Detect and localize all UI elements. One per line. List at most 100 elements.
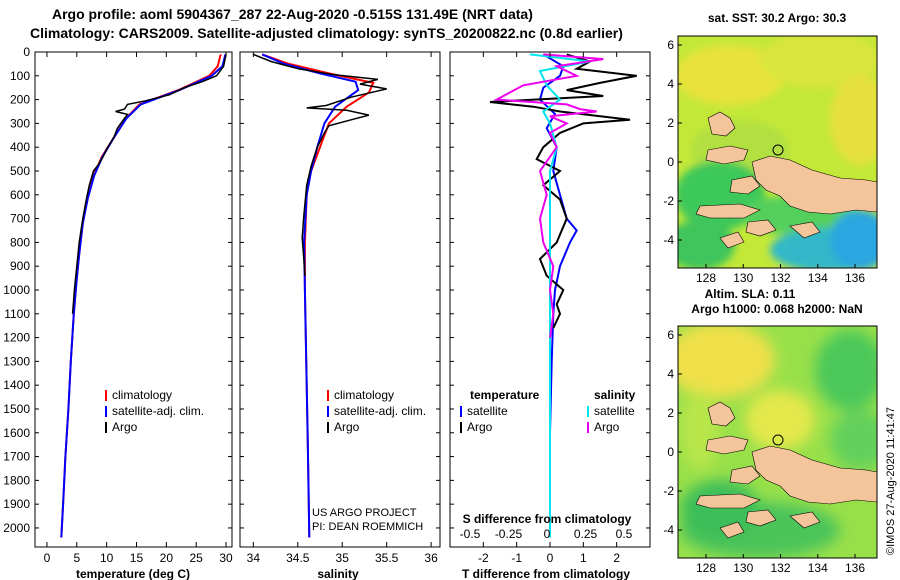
sla-map-title-line2: Argo h1000: 0.068 h2000: NaN bbox=[691, 302, 862, 316]
map-y-tick-label: 0 bbox=[667, 155, 674, 169]
map-y-tick-label: 2 bbox=[667, 116, 674, 130]
x-tick-label: 15 bbox=[130, 551, 144, 565]
legend-t-satellite-label: satellite bbox=[467, 404, 508, 418]
depth-axis: 0 100 200 300 400 500 600 700 800 900 1000 1100 1200… bbox=[3, 45, 30, 535]
s-difference-satellite-line bbox=[529, 53, 591, 538]
map-x-tick-label: 128 bbox=[696, 271, 716, 285]
difference-xlabel: T difference from climatology bbox=[462, 567, 630, 580]
map-x-tick-label: 130 bbox=[733, 561, 753, 575]
salinity-panel bbox=[239, 51, 441, 548]
legend-s-satellite-label: satellite bbox=[594, 404, 635, 418]
x-tick-label: 10 bbox=[100, 551, 114, 565]
map-x-tick-label: 128 bbox=[696, 561, 716, 575]
temperature-x-axis: 0 5 10 15 20 25 30 bbox=[35, 51, 233, 565]
difference-x-axis: -2 -1 0 1 2 bbox=[450, 51, 650, 565]
salinity-x-axis: 34 34.5 35 35.5 36 bbox=[240, 51, 440, 565]
x-tick-label: 34.5 bbox=[286, 551, 310, 565]
salinity-xlabel: salinity bbox=[317, 567, 359, 580]
s-difference-ticks: -0.5 -0.25 0 0.25 0.5 bbox=[460, 527, 633, 541]
legend-argo-label: Argo bbox=[334, 420, 360, 434]
s-difference-tick-label: -0.5 bbox=[460, 527, 481, 541]
t-difference-argo-line bbox=[489, 53, 637, 329]
temperature-xlabel: temperature (deg C) bbox=[76, 567, 190, 580]
map-y-tick-label: -4 bbox=[663, 233, 674, 247]
x-tick-label: 35 bbox=[336, 551, 350, 565]
depth-tick-label: 1600 bbox=[3, 426, 30, 440]
temperature-argo-line bbox=[71, 54, 227, 314]
depth-tick-label: 1800 bbox=[3, 473, 30, 487]
depth-tick-label: 800 bbox=[10, 235, 30, 249]
salinity-legend: climatology satellite-adj. clim. Argo bbox=[327, 388, 426, 434]
legend-climatology-label: climatology bbox=[112, 388, 172, 402]
map-x-tick-label: 132 bbox=[770, 561, 790, 575]
sst-map-axes: 128 130 132 134 136 6 4 2 0 -2 -4 bbox=[663, 38, 865, 285]
map-y-tick-label: -4 bbox=[663, 523, 674, 537]
depth-tick-label: 400 bbox=[10, 140, 30, 154]
depth-tick-label: 1200 bbox=[3, 331, 30, 345]
map-x-tick-label: 136 bbox=[845, 271, 865, 285]
x-tick-label: 0 bbox=[547, 551, 554, 565]
x-tick-label: -2 bbox=[478, 551, 489, 565]
map-x-tick-label: 130 bbox=[733, 271, 753, 285]
s-difference-axis-label: S difference from climatology bbox=[463, 512, 632, 526]
x-tick-label: 36 bbox=[424, 551, 438, 565]
legend-salinity-title: salinity bbox=[594, 388, 636, 402]
map-y-tick-label: 2 bbox=[667, 406, 674, 420]
s-difference-argo-line bbox=[493, 53, 604, 338]
s-difference-tick-label: 0 bbox=[544, 527, 551, 541]
salinity-lines bbox=[253, 53, 387, 538]
sla-map-title-line1: Altim. SLA: 0.11 bbox=[705, 287, 796, 301]
x-tick-label: 25 bbox=[190, 551, 204, 565]
map-x-tick-label: 136 bbox=[845, 561, 865, 575]
depth-tick-label: 100 bbox=[10, 69, 30, 83]
x-tick-label: -1 bbox=[511, 551, 522, 565]
argo-location-marker bbox=[772, 144, 784, 156]
x-tick-label: 30 bbox=[219, 551, 233, 565]
map-y-tick-label: -2 bbox=[663, 194, 674, 208]
depth-tick-label: 300 bbox=[10, 116, 30, 130]
temperature-legend: climatology satellite-adj. clim. Argo bbox=[105, 388, 204, 434]
depth-tick-label: 1000 bbox=[3, 283, 30, 297]
legend-s-argo-label: Argo bbox=[594, 420, 620, 434]
map-y-tick-label: 0 bbox=[667, 445, 674, 459]
depth-tick-label: 1400 bbox=[3, 378, 30, 392]
x-tick-label: 5 bbox=[73, 551, 80, 565]
sla-map-axes: 128 130 132 134 136 6 4 2 0 -2 -4 bbox=[663, 328, 865, 575]
temperature-lines bbox=[60, 54, 227, 538]
argo-location-marker bbox=[772, 434, 784, 446]
legend-argo-label: Argo bbox=[112, 420, 138, 434]
x-tick-label: 0 bbox=[44, 551, 51, 565]
map-x-tick-label: 132 bbox=[770, 271, 790, 285]
map-x-tick-label: 134 bbox=[808, 561, 828, 575]
depth-tick-label: 1300 bbox=[3, 354, 30, 368]
difference-legend: temperature salinity satellite Argo sate… bbox=[460, 388, 636, 434]
legend-satellite-label: satellite-adj. clim. bbox=[334, 404, 426, 418]
legend-climatology-label: climatology bbox=[334, 388, 394, 402]
imos-timestamp: ©IMOS 27-Aug-2020 11:41:47 bbox=[885, 407, 897, 555]
header-line-2: Climatology: CARS2009. Satellite-adjuste… bbox=[30, 25, 623, 41]
map-y-tick-label: 4 bbox=[667, 367, 674, 381]
difference-lines bbox=[489, 53, 637, 538]
s-difference-tick-label: 0.5 bbox=[616, 527, 633, 541]
depth-tick-label: 2000 bbox=[3, 521, 30, 535]
project-credit: US ARGO PROJECT bbox=[312, 507, 417, 519]
header-line-1: Argo profile: aoml 5904367_287 22-Aug-20… bbox=[52, 6, 533, 22]
depth-tick-label: 1500 bbox=[3, 402, 30, 416]
sst-map bbox=[678, 36, 877, 268]
legend-t-argo-label: Argo bbox=[467, 420, 493, 434]
x-tick-label: 35.5 bbox=[375, 551, 399, 565]
salinity-argo-line bbox=[253, 53, 387, 276]
temperature-panel bbox=[34, 51, 233, 548]
map-y-tick-label: 6 bbox=[667, 328, 674, 342]
depth-tick-label: 500 bbox=[10, 164, 30, 178]
depth-tick-label: 200 bbox=[10, 93, 30, 107]
salinity-satellite-line bbox=[261, 53, 360, 538]
sst-map-title: sat. SST: 30.2 Argo: 30.3 bbox=[708, 11, 847, 25]
map-y-tick-label: 4 bbox=[667, 77, 674, 91]
x-tick-label: 2 bbox=[613, 551, 620, 565]
s-difference-tick-label: 0.25 bbox=[574, 527, 598, 541]
depth-tick-label: 600 bbox=[10, 188, 30, 202]
pi-credit: PI: DEAN ROEMMICH bbox=[312, 521, 423, 533]
depth-tick-label: 1900 bbox=[3, 497, 30, 511]
